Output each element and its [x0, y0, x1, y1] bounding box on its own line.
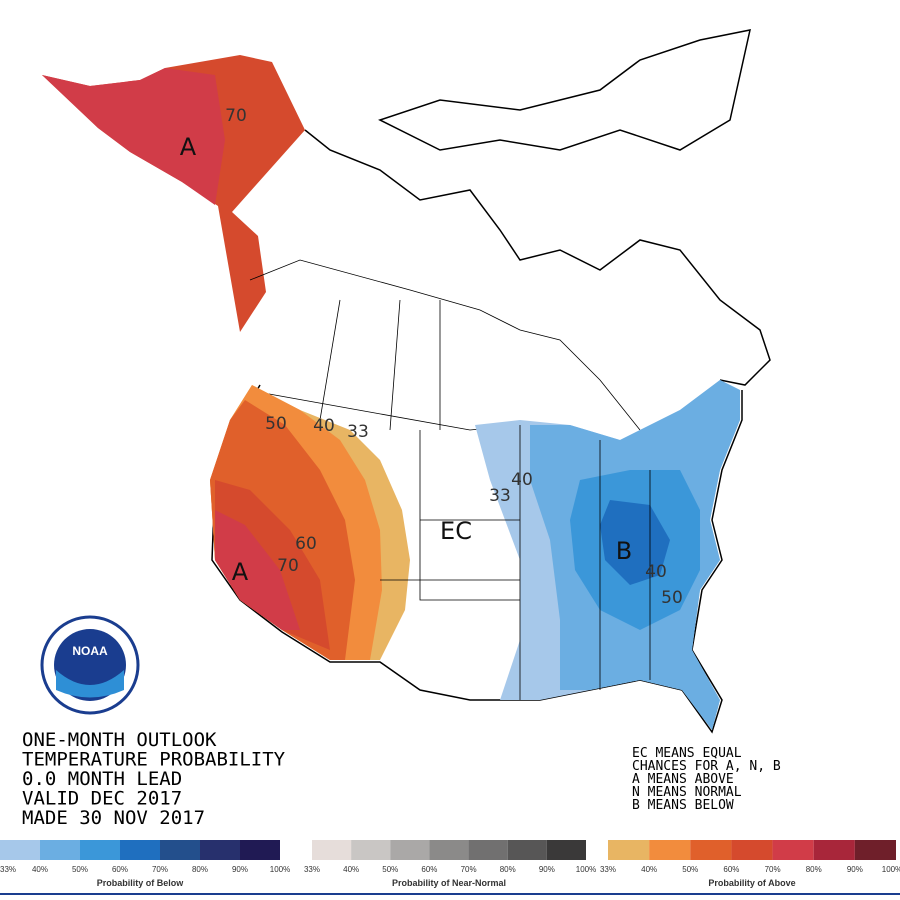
- colorbar-label: 60%: [723, 865, 739, 874]
- legend-note: A MEANS ABOVE: [632, 772, 734, 787]
- title-line: ONE-MONTH OUTLOOK: [22, 729, 217, 751]
- province-lines: [319, 299, 441, 431]
- title-line: TEMPERATURE PROBABILITY: [22, 749, 286, 771]
- colorbar-label: 33%: [0, 865, 16, 874]
- coastline: [304, 129, 771, 386]
- colorbar-title: Probability of Near-Normal: [392, 878, 506, 888]
- contour-label: 40: [645, 562, 667, 582]
- title-line: 0.0 MONTH LEAD: [22, 768, 182, 790]
- color-swatch: [200, 840, 240, 860]
- colorbars: 33% 40% 50% 60% 70% 80% 90% 100% Probability of …: [0, 840, 900, 895]
- color-swatch: [0, 840, 40, 860]
- colorbar-label: 80%: [500, 865, 516, 874]
- color-swatch: [507, 840, 547, 860]
- color-swatch: [390, 840, 430, 860]
- contour-label: 70: [277, 556, 299, 576]
- colorbar-label: 100%: [270, 865, 290, 874]
- colorbar-label: 60%: [421, 865, 437, 874]
- colorbar-label: 40%: [343, 865, 359, 874]
- legend-note: N MEANS NORMAL: [632, 785, 742, 800]
- category-label: EC: [440, 517, 472, 545]
- colorbar-label: 60%: [112, 865, 128, 874]
- above-70-region: [215, 510, 300, 630]
- color-swatch: [608, 840, 650, 860]
- colorbar-label: 90%: [232, 865, 248, 874]
- contour-label: 50: [265, 414, 287, 434]
- colorbar-label: 33%: [304, 865, 320, 874]
- colorbar-label: 33%: [600, 865, 616, 874]
- category-label: B: [616, 537, 632, 565]
- colorbar-label: 40%: [641, 865, 657, 874]
- below-60-region: [600, 500, 670, 585]
- title-line: MADE 30 NOV 2017: [22, 807, 205, 829]
- colorbar-label: 40%: [32, 865, 48, 874]
- color-swatch: [468, 840, 508, 860]
- colorbar-label: 100%: [576, 865, 596, 874]
- logo-text: NOAA: [72, 644, 108, 658]
- state-lines: [380, 425, 651, 700]
- colorbar-label: 100%: [882, 865, 900, 874]
- color-swatch: [351, 840, 391, 860]
- color-swatch: [429, 840, 469, 860]
- color-swatch: [731, 840, 773, 860]
- logo-wave: [56, 670, 124, 698]
- color-swatch: [120, 840, 160, 860]
- color-swatch: [312, 840, 352, 860]
- colorbar-label: 90%: [847, 865, 863, 874]
- color-swatch: [854, 840, 896, 860]
- color-swatch: [772, 840, 814, 860]
- contour-label: 33: [347, 422, 369, 442]
- color-swatch: [546, 840, 586, 860]
- legend-note: B MEANS BELOW: [632, 798, 734, 813]
- color-swatch: [649, 840, 691, 860]
- category-label: A: [180, 133, 197, 161]
- color-swatch: [690, 840, 732, 860]
- colorbar-label: 50%: [382, 865, 398, 874]
- colorbar-label: 80%: [806, 865, 822, 874]
- border-line: [249, 259, 641, 431]
- color-swatch: [80, 840, 120, 860]
- colorbar-label: 70%: [152, 865, 168, 874]
- contour-label: 70: [225, 106, 247, 126]
- colorbar-label: 50%: [72, 865, 88, 874]
- color-swatch: [240, 840, 280, 860]
- title-line: VALID DEC 2017: [22, 788, 182, 810]
- category-label: A: [232, 558, 249, 586]
- colorbar-label: 80%: [192, 865, 208, 874]
- colorbar-label: 70%: [765, 865, 781, 874]
- colorbar-title: Probability of Above: [708, 878, 795, 888]
- legend-note: EC MEANS EQUAL: [632, 746, 742, 761]
- above-80-region: [42, 68, 225, 205]
- colorbar-title: Probability of Below: [97, 878, 185, 888]
- arctic-islands: [378, 29, 751, 151]
- color-swatch: [40, 840, 80, 860]
- contour-label: 40: [313, 416, 335, 436]
- color-swatch: [813, 840, 855, 860]
- contour-label: 40: [511, 470, 533, 490]
- colorbar-label: 50%: [682, 865, 698, 874]
- colorbar-label: 90%: [539, 865, 555, 874]
- contour-label: 60: [295, 534, 317, 554]
- contour-label: 50: [661, 588, 683, 608]
- legend-note: CHANCES FOR A, N, B: [632, 759, 781, 774]
- color-swatch: [160, 840, 200, 860]
- contour-label: 33: [489, 486, 511, 506]
- colorbar-label: 70%: [461, 865, 477, 874]
